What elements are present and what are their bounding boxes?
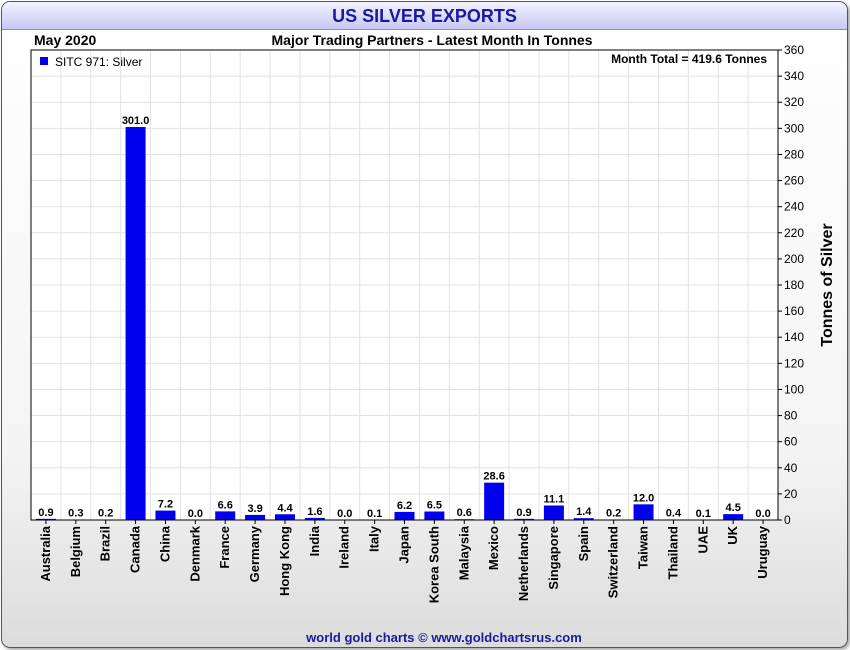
plot-border: [30, 49, 779, 521]
y-tick-label: 360: [784, 43, 804, 57]
y-tick-label: 80: [784, 409, 798, 423]
x-tick-label: UK: [725, 525, 740, 544]
bar-value-label: 0.0: [337, 508, 352, 520]
x-tick-label: France: [217, 526, 232, 569]
bar: [245, 514, 266, 520]
x-tick-label: UAE: [695, 526, 710, 554]
bar: [573, 518, 594, 520]
x-tick-label: Australia: [38, 525, 53, 581]
y-tick-label: 100: [784, 382, 804, 396]
bar-series: 0.9 0.3 0.2 301.0 7.2 0.0 6.6 3.9 4.4 1.6 0.0 0.1 6.…: [35, 115, 771, 521]
x-tick-label: Italy: [367, 525, 382, 552]
x-tick-label: Canada: [128, 525, 143, 573]
bar-value-label: 12.0: [633, 492, 654, 504]
x-tick-label: Mexico: [486, 526, 501, 570]
x-tick-label: Singapore: [546, 526, 561, 590]
x-tick-label: Japan: [397, 526, 412, 564]
y-tick-label: 240: [784, 200, 804, 214]
date-label: May 2020: [34, 32, 96, 48]
y-tick-label: 0: [784, 513, 791, 527]
x-tick-label: Malaysia: [456, 525, 471, 580]
y-tick-label: 260: [784, 174, 804, 188]
y-tick-label: 20: [784, 487, 798, 501]
x-tick-label: Switzerland: [606, 526, 621, 598]
bar-value-label: 0.6: [457, 507, 472, 519]
bar: [514, 518, 535, 520]
legend: SITC 971: Silver: [40, 55, 142, 69]
x-tick-label: China: [157, 525, 172, 562]
x-tick-label: Uruguay: [755, 525, 770, 579]
bar: [633, 504, 654, 520]
y-tick-label: 140: [784, 330, 804, 344]
bar: [543, 505, 564, 520]
x-tick-label: Spain: [576, 526, 591, 561]
bar: [484, 482, 505, 520]
bar-value-label: 28.6: [483, 471, 504, 483]
bar-value-label: 6.6: [218, 499, 233, 511]
bar: [723, 514, 744, 520]
x-tick-label: Taiwan: [636, 526, 651, 569]
bar-value-label: 0.1: [367, 508, 382, 520]
bar-value-label: 0.4: [666, 507, 682, 519]
x-tick-label: Korea South: [426, 526, 441, 603]
bar-value-label: 301.0: [122, 115, 150, 127]
bar-value-label: 0.1: [696, 508, 711, 520]
bar-value-label: 0.9: [38, 507, 53, 519]
bar-value-label: 4.4: [277, 502, 293, 514]
bar: [215, 511, 236, 520]
x-tick-label: Hong Kong: [277, 526, 292, 596]
bar: [155, 510, 176, 520]
bar: [394, 511, 415, 520]
bar-value-label: 4.5: [726, 502, 741, 514]
y-tick-label: 340: [784, 69, 804, 83]
chart-title: US SILVER EXPORTS: [332, 6, 517, 26]
y-tick-label: 120: [784, 356, 804, 370]
bar: [304, 517, 325, 520]
bar-value-label: 11.1: [543, 494, 564, 506]
y-tick-label: 40: [784, 461, 798, 475]
y-tick-label: 320: [784, 95, 804, 109]
axis-ticks: 0 20 40 60 80 100 120 140 160 180 200 220 240 260 280 3…: [30, 43, 804, 603]
x-tick-label: Netherlands: [516, 526, 531, 601]
bar: [424, 511, 445, 520]
x-tick-label: Germany: [247, 525, 262, 582]
y-tick-label: 60: [784, 435, 798, 449]
y-tick-label: 220: [784, 226, 804, 240]
bar-value-label: 0.0: [755, 508, 770, 520]
x-tick-label: Denmark: [187, 525, 202, 581]
title-bar: US SILVER EXPORTS: [2, 2, 847, 30]
x-tick-label: Brazil: [98, 526, 113, 561]
chart-subtitle: Major Trading Partners - Latest Month In…: [272, 32, 593, 48]
y-tick-label: 200: [784, 252, 804, 266]
legend-swatch: [40, 57, 48, 65]
bar-value-label: 3.9: [247, 503, 262, 515]
bar-value-label: 0.0: [188, 508, 203, 520]
legend-label: SITC 971: Silver: [55, 55, 142, 69]
footer-credit: world gold charts © www.goldchartsrus.co…: [305, 630, 582, 645]
y-tick-label: 160: [784, 304, 804, 318]
bar-value-label: 0.2: [606, 508, 621, 520]
bar-value-label: 6.2: [397, 500, 412, 512]
x-tick-label: Belgium: [68, 526, 83, 577]
y-tick-label: 280: [784, 147, 804, 161]
bar-value-label: 0.3: [68, 508, 83, 520]
y-tick-label: 180: [784, 278, 804, 292]
bar-value-label: 6.5: [427, 500, 442, 512]
x-tick-label: Ireland: [337, 526, 352, 569]
bar-value-label: 0.2: [98, 508, 113, 520]
bar-value-label: 1.6: [307, 506, 322, 518]
bar: [274, 514, 295, 520]
y-axis-title: Tonnes of Silver: [819, 223, 836, 346]
y-tick-label: 300: [784, 121, 804, 135]
bar-value-label: 0.9: [516, 507, 531, 519]
x-tick-label: Thailand: [665, 526, 680, 580]
bar-value-label: 7.2: [158, 499, 173, 511]
bar: [35, 518, 56, 520]
bar-value-label: 1.4: [576, 506, 592, 518]
month-total-annotation: Month Total = 419.6 Tonnes: [611, 52, 767, 66]
x-tick-label: India: [307, 525, 322, 556]
bar: [125, 127, 146, 521]
